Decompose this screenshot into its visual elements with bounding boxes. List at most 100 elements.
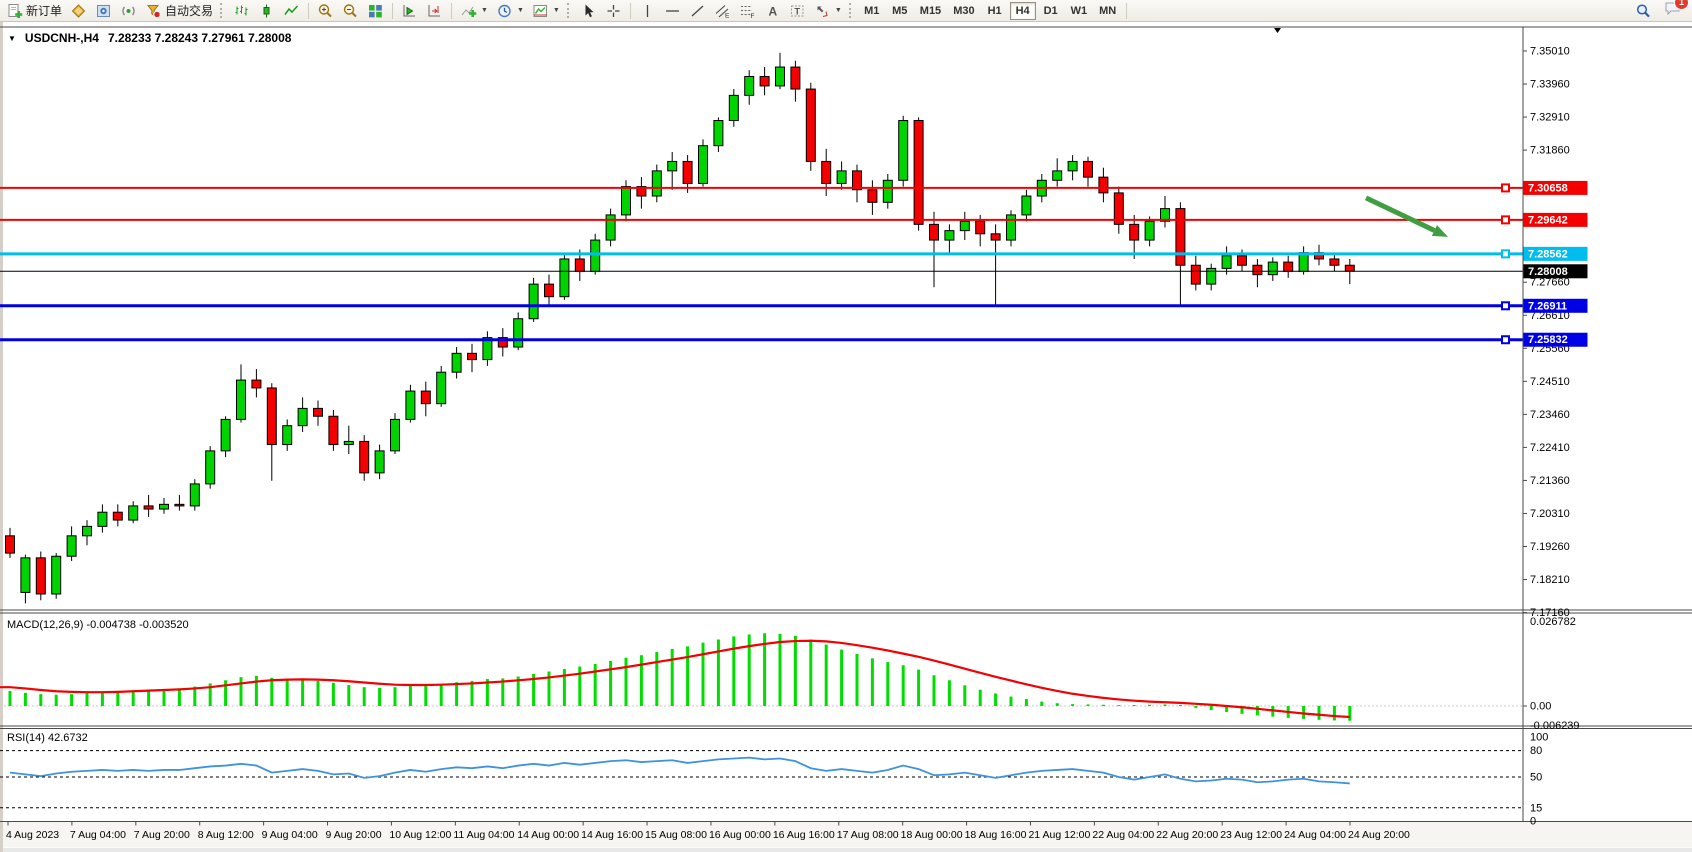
rsi-axis-label: 0 — [1530, 816, 1536, 828]
toolbar-grip[interactable] — [848, 3, 854, 18]
bar-chart-button[interactable] — [229, 1, 254, 21]
templates-button[interactable]: ▼ — [528, 1, 564, 21]
time-axis-label: 7 Aug 20:00 — [134, 829, 190, 841]
timeframe-button-M5[interactable]: M5 — [887, 2, 913, 20]
zoom-out-button[interactable] — [338, 1, 363, 21]
toolbar-grip[interactable] — [220, 3, 225, 18]
chat-button[interactable]: 1 — [1664, 0, 1689, 21]
hline-handle[interactable] — [1501, 215, 1510, 225]
timeframe-button-M30[interactable]: M30 — [948, 2, 979, 20]
chart-canvas[interactable]: 7.350107.339607.329107.318607.276607.266… — [0, 22, 1692, 852]
time-axis-label: 16 Aug 00:00 — [709, 829, 771, 841]
new-order-button[interactable]: 新订单 — [2, 1, 66, 21]
horizontal-line-button[interactable] — [660, 1, 685, 21]
timeframe-button-M15[interactable]: M15 — [915, 2, 946, 20]
hline-handle[interactable] — [1501, 183, 1510, 193]
timeframe-button-MN[interactable]: MN — [1094, 2, 1121, 20]
candle-body-up — [128, 505, 139, 521]
candle-body-down — [497, 337, 508, 348]
svg-text:T: T — [794, 6, 800, 16]
candle-body-up — [97, 511, 108, 527]
chart-shift-marker-icon[interactable] — [1274, 28, 1281, 33]
price-tick-label: 7.23460 — [1530, 409, 1570, 421]
text-button[interactable]: A — [760, 1, 785, 21]
chart-shift-button[interactable] — [422, 1, 447, 21]
toolbar-separator — [1126, 2, 1128, 19]
timeframe-button-W1[interactable]: W1 — [1066, 2, 1093, 20]
tile-windows-button[interactable] — [363, 1, 388, 21]
periods-button[interactable]: ▼ — [492, 1, 528, 21]
label-button[interactable]: T — [785, 1, 810, 21]
hline-handle[interactable] — [1501, 335, 1510, 345]
timeframe-button-H4[interactable]: H4 — [1009, 1, 1036, 20]
price-badge-text: 7.29642 — [1528, 214, 1568, 226]
auto-scroll-button[interactable] — [397, 1, 422, 21]
time-axis-label: 9 Aug 04:00 — [262, 829, 318, 841]
text-label-icon: T — [790, 5, 804, 16]
toolbar-grip[interactable] — [566, 3, 572, 18]
hline-handle[interactable] — [1501, 301, 1510, 311]
market-watch-button[interactable] — [66, 1, 91, 21]
candle-body-down — [1083, 160, 1093, 178]
candlestick-chart-icon — [263, 4, 270, 17]
time-axis-label: 18 Aug 16:00 — [965, 829, 1027, 841]
arrows-button[interactable]: ▼ — [810, 1, 846, 21]
line-chart-button[interactable] — [279, 1, 304, 21]
current-price-badge — [1523, 264, 1588, 279]
candle-body-up — [343, 440, 354, 446]
vertical-line-button[interactable] — [635, 1, 660, 21]
candle-body-up — [1267, 261, 1278, 276]
signals-button[interactable] — [116, 1, 141, 21]
candle-body-down — [1252, 264, 1263, 276]
candle-body-up — [1052, 170, 1063, 181]
crosshair-button[interactable] — [601, 1, 626, 21]
candle-body-up — [590, 239, 601, 273]
trend-arrow-annotation[interactable] — [1364, 195, 1436, 233]
market-watch-icon — [71, 3, 86, 18]
chart-background — [0, 22, 1692, 852]
candle-body-up — [528, 283, 539, 320]
price-tick-label: 7.22410 — [1530, 442, 1570, 454]
search-button[interactable] — [1631, 1, 1656, 21]
candle-body-up — [1221, 255, 1232, 269]
insert-group: ▼ ▼ ▼ — [456, 1, 564, 21]
candle-body-down — [143, 505, 154, 510]
macd-label: MACD(12,26,9) -0.004738 -0.003520 — [7, 619, 189, 631]
cursor-button[interactable] — [576, 1, 601, 21]
chart-menu-icon[interactable]: ▼ — [8, 33, 16, 43]
time-axis-label: 7 Aug 04:00 — [70, 829, 126, 841]
svg-text:E: E — [725, 12, 730, 19]
trendline-button[interactable] — [685, 1, 710, 21]
candle-body-down — [5, 535, 15, 554]
candle-body-up — [236, 379, 246, 420]
toolbar-right-group: 1 — [1631, 0, 1690, 21]
zoom-in-button[interactable] — [313, 1, 338, 21]
candlestick-chart-button[interactable] — [254, 1, 279, 21]
current-price-badge-text: 7.28008 — [1528, 266, 1568, 278]
channel-button[interactable]: E — [710, 1, 735, 21]
timeframe-button-M1[interactable]: M1 — [859, 2, 885, 20]
pointer-group — [576, 1, 626, 21]
timeframe-button-H1[interactable]: H1 — [982, 2, 1008, 20]
equidistant-channel-icon: E — [715, 4, 730, 19]
candle-body-up — [1206, 267, 1217, 285]
auto-trading-button[interactable]: 自动交易 — [141, 1, 217, 21]
time-axis-label: 23 Aug 12:00 — [1220, 829, 1282, 841]
candle-body-down — [574, 258, 585, 273]
fibonacci-button[interactable]: F — [735, 1, 760, 21]
search-icon — [1636, 3, 1650, 17]
candle-body-up — [898, 120, 909, 181]
navigator-button[interactable] — [91, 1, 116, 21]
price-tick-label: 7.24510 — [1530, 376, 1570, 388]
indicators-button[interactable]: ▼ — [456, 1, 492, 21]
timeframe-button-D1[interactable]: D1 — [1038, 2, 1064, 20]
toolbar-separator — [308, 2, 310, 19]
new-order-icon — [8, 3, 23, 18]
candle-body-down — [975, 220, 986, 235]
periods-clock-icon — [498, 4, 511, 17]
candle-body-down — [174, 503, 185, 507]
dropdown-caret-icon: ▼ — [481, 7, 488, 14]
candle-body-up — [1298, 252, 1309, 273]
hline-handle[interactable] — [1501, 249, 1510, 259]
new-order-label: 新订单 — [26, 4, 63, 18]
